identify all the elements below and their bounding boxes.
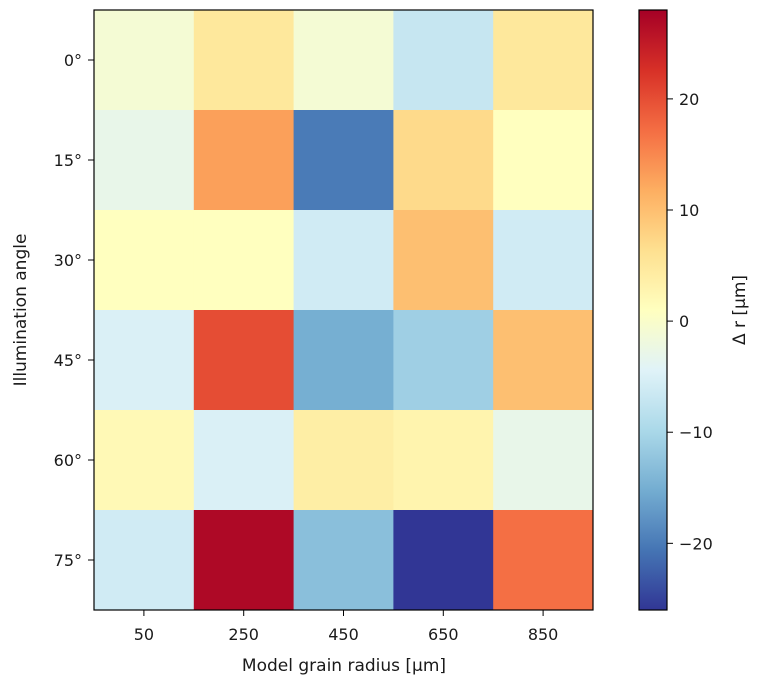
heatmap-cell xyxy=(94,510,195,611)
y-tick-label: 60° xyxy=(54,451,82,470)
heatmap-cell xyxy=(193,410,295,511)
colorbar-tick-label: 10 xyxy=(679,201,699,220)
heatmap-cell xyxy=(94,410,195,511)
heatmap-cell xyxy=(293,510,394,611)
y-tick-label: 45° xyxy=(54,351,82,370)
y-axis-label: Illumination angle xyxy=(11,234,31,387)
y-tick-label: 0° xyxy=(64,51,82,70)
colorbar-label: Δ r [μm] xyxy=(730,275,750,345)
heatmap-cell xyxy=(493,210,594,311)
heatmap-cells xyxy=(94,10,594,611)
x-tick-label: 850 xyxy=(528,625,559,644)
colorbar xyxy=(638,9,668,611)
heatmap-cell xyxy=(193,110,295,211)
heatmap-cell xyxy=(293,110,394,211)
heatmap-cell xyxy=(493,510,594,611)
heatmap-cell xyxy=(493,310,594,411)
heatmap-cell xyxy=(293,410,394,511)
x-tick-label: 50 xyxy=(134,625,154,644)
x-tick-label: 650 xyxy=(428,625,459,644)
y-tick-label: 15° xyxy=(54,151,82,170)
colorbar-tick-label: −20 xyxy=(679,534,713,553)
heatmap-cell xyxy=(94,210,195,311)
heatmap-cell xyxy=(193,210,295,311)
heatmap-cell xyxy=(94,10,195,111)
heatmap-cell xyxy=(293,210,394,311)
heatmap-cell xyxy=(493,410,594,511)
colorbar-tick-label: 20 xyxy=(679,90,699,109)
x-tick-label: 250 xyxy=(228,625,259,644)
colorbar-ticks: −20 −10 0 10 20 xyxy=(667,90,713,553)
heatmap-cell xyxy=(193,310,295,411)
heatmap-cell xyxy=(393,10,494,111)
heatmap-cell xyxy=(393,110,494,211)
y-tick-label: 30° xyxy=(54,251,82,270)
x-tick-label: 450 xyxy=(328,625,359,644)
heatmap-cell xyxy=(293,310,394,411)
x-axis-ticks: 50 250 450 650 850 xyxy=(134,610,559,644)
heatmap-cell xyxy=(393,510,494,611)
heatmap-cell xyxy=(493,110,594,211)
heatmap-cell xyxy=(193,10,295,111)
heatmap-cell xyxy=(393,310,494,411)
colorbar-tick-label: −10 xyxy=(679,423,713,442)
y-tick-label: 75° xyxy=(54,551,82,570)
heatmap-cell xyxy=(94,110,195,211)
heatmap-cell xyxy=(393,410,494,511)
heatmap-cell xyxy=(94,310,195,411)
heatmap-cell xyxy=(293,10,394,111)
heatmap-cell xyxy=(493,10,594,111)
colorbar-tick-label: 0 xyxy=(679,312,689,331)
y-axis-ticks: 0° 15° 30° 45° 60° 75° xyxy=(54,51,94,570)
x-axis-label: Model grain radius [μm] xyxy=(242,656,446,676)
heatmap-cell xyxy=(393,210,494,311)
heatmap-cell xyxy=(193,510,295,611)
